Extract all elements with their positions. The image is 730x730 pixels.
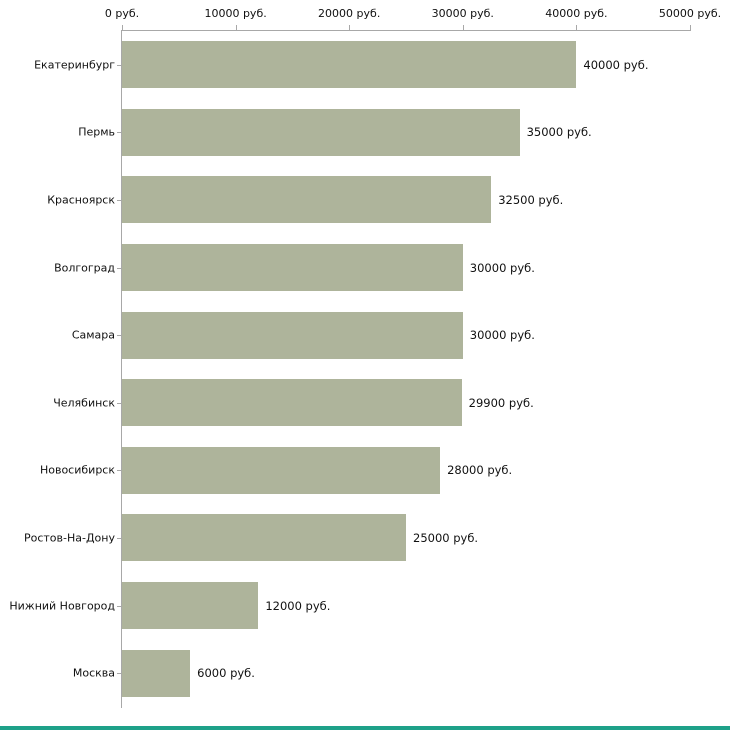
bar-value-label: 40000 руб. bbox=[583, 57, 649, 72]
category-label: Екатеринбург bbox=[34, 58, 115, 72]
category-label: Москва bbox=[72, 666, 115, 680]
x-axis-tick-mark bbox=[690, 25, 691, 31]
x-axis-tick-label: 30000 руб. bbox=[431, 7, 494, 20]
x-axis-tick-mark bbox=[576, 25, 578, 31]
category-tick-mark bbox=[117, 132, 122, 134]
bar-row: Челябинск 29900 руб. bbox=[53, 369, 690, 437]
bar bbox=[122, 649, 191, 697]
category-tick-mark bbox=[117, 335, 122, 337]
x-axis-tick-label: 40000 руб. bbox=[545, 7, 608, 20]
bar bbox=[122, 244, 463, 292]
category-tick-mark bbox=[117, 64, 122, 66]
bar-value-label: 30000 руб. bbox=[469, 260, 535, 275]
bar-value-label: 6000 руб. bbox=[197, 666, 255, 681]
category-label: Волгоград bbox=[54, 261, 115, 275]
bar-row: Москва 6000 руб. bbox=[73, 639, 690, 707]
x-axis-tick-label: 50000 руб. bbox=[658, 7, 722, 20]
category-tick-mark bbox=[117, 199, 122, 201]
x-axis-tick-mark bbox=[349, 25, 351, 31]
category-tick-mark bbox=[117, 605, 122, 607]
category-label: Пермь bbox=[78, 125, 115, 139]
bar-value-label: 28000 руб. bbox=[447, 463, 513, 478]
bar-value-label: 35000 руб. bbox=[526, 125, 592, 140]
plot-area: 0 руб. 10000 руб. 20000 руб. 30000 руб. 4000… bbox=[9, 7, 721, 708]
category-label: Новосибирск bbox=[39, 463, 115, 477]
x-axis-tick-label: 10000 руб. bbox=[204, 7, 267, 20]
bar bbox=[122, 41, 577, 89]
x-axis-tick-label: 0 руб. bbox=[104, 7, 140, 20]
category-tick-mark bbox=[117, 267, 122, 269]
category-label: Ростов-На-Дону bbox=[23, 531, 115, 545]
bar-value-label: 29900 руб. bbox=[468, 395, 534, 410]
bar-row: Пермь 35000 руб. bbox=[78, 99, 690, 167]
bar bbox=[122, 582, 259, 630]
bar-value-label: 25000 руб. bbox=[413, 530, 479, 545]
bar bbox=[122, 446, 441, 494]
bar bbox=[122, 514, 406, 562]
bar bbox=[122, 379, 462, 427]
category-tick-mark bbox=[117, 402, 122, 404]
bar-row: Красноярск 32500 руб. bbox=[47, 166, 690, 234]
bar bbox=[122, 108, 520, 156]
bar-row: Нижний Новгород 12000 руб. bbox=[9, 572, 690, 640]
bar-value-label: 30000 руб. bbox=[469, 328, 535, 343]
bar-row: Ростов-На-Дону 25000 руб. bbox=[24, 504, 690, 572]
x-axis-tick-mark bbox=[462, 25, 464, 31]
bar bbox=[122, 176, 492, 224]
category-tick-mark bbox=[117, 470, 122, 472]
category-label: Самара bbox=[71, 328, 115, 342]
bar-value-label: 32500 руб. bbox=[498, 192, 564, 207]
category-label: Красноярск bbox=[47, 193, 115, 207]
category-label: Челябинск bbox=[53, 396, 115, 410]
bar-row: Самара 30000 руб. bbox=[72, 301, 690, 369]
category-tick-mark bbox=[117, 673, 122, 675]
bar-value-label: 12000 руб. bbox=[265, 598, 331, 613]
bar-row: Екатеринбург 40000 руб. bbox=[34, 31, 690, 99]
bar-row: Волгоград 30000 руб. bbox=[54, 234, 690, 302]
category-label: Нижний Новгород bbox=[9, 599, 115, 613]
bar-row: Новосибирск 28000 руб. bbox=[40, 437, 690, 505]
category-tick-mark bbox=[117, 537, 122, 539]
footer-strip bbox=[0, 726, 730, 730]
x-axis-tick-label: 20000 руб. bbox=[318, 7, 381, 20]
x-axis-tick-mark bbox=[122, 25, 123, 31]
bar bbox=[122, 311, 463, 359]
bars-container: Екатеринбург 40000 руб. Пермь 35000 руб. Кра… bbox=[9, 31, 690, 707]
x-axis-tick-mark bbox=[235, 25, 237, 31]
